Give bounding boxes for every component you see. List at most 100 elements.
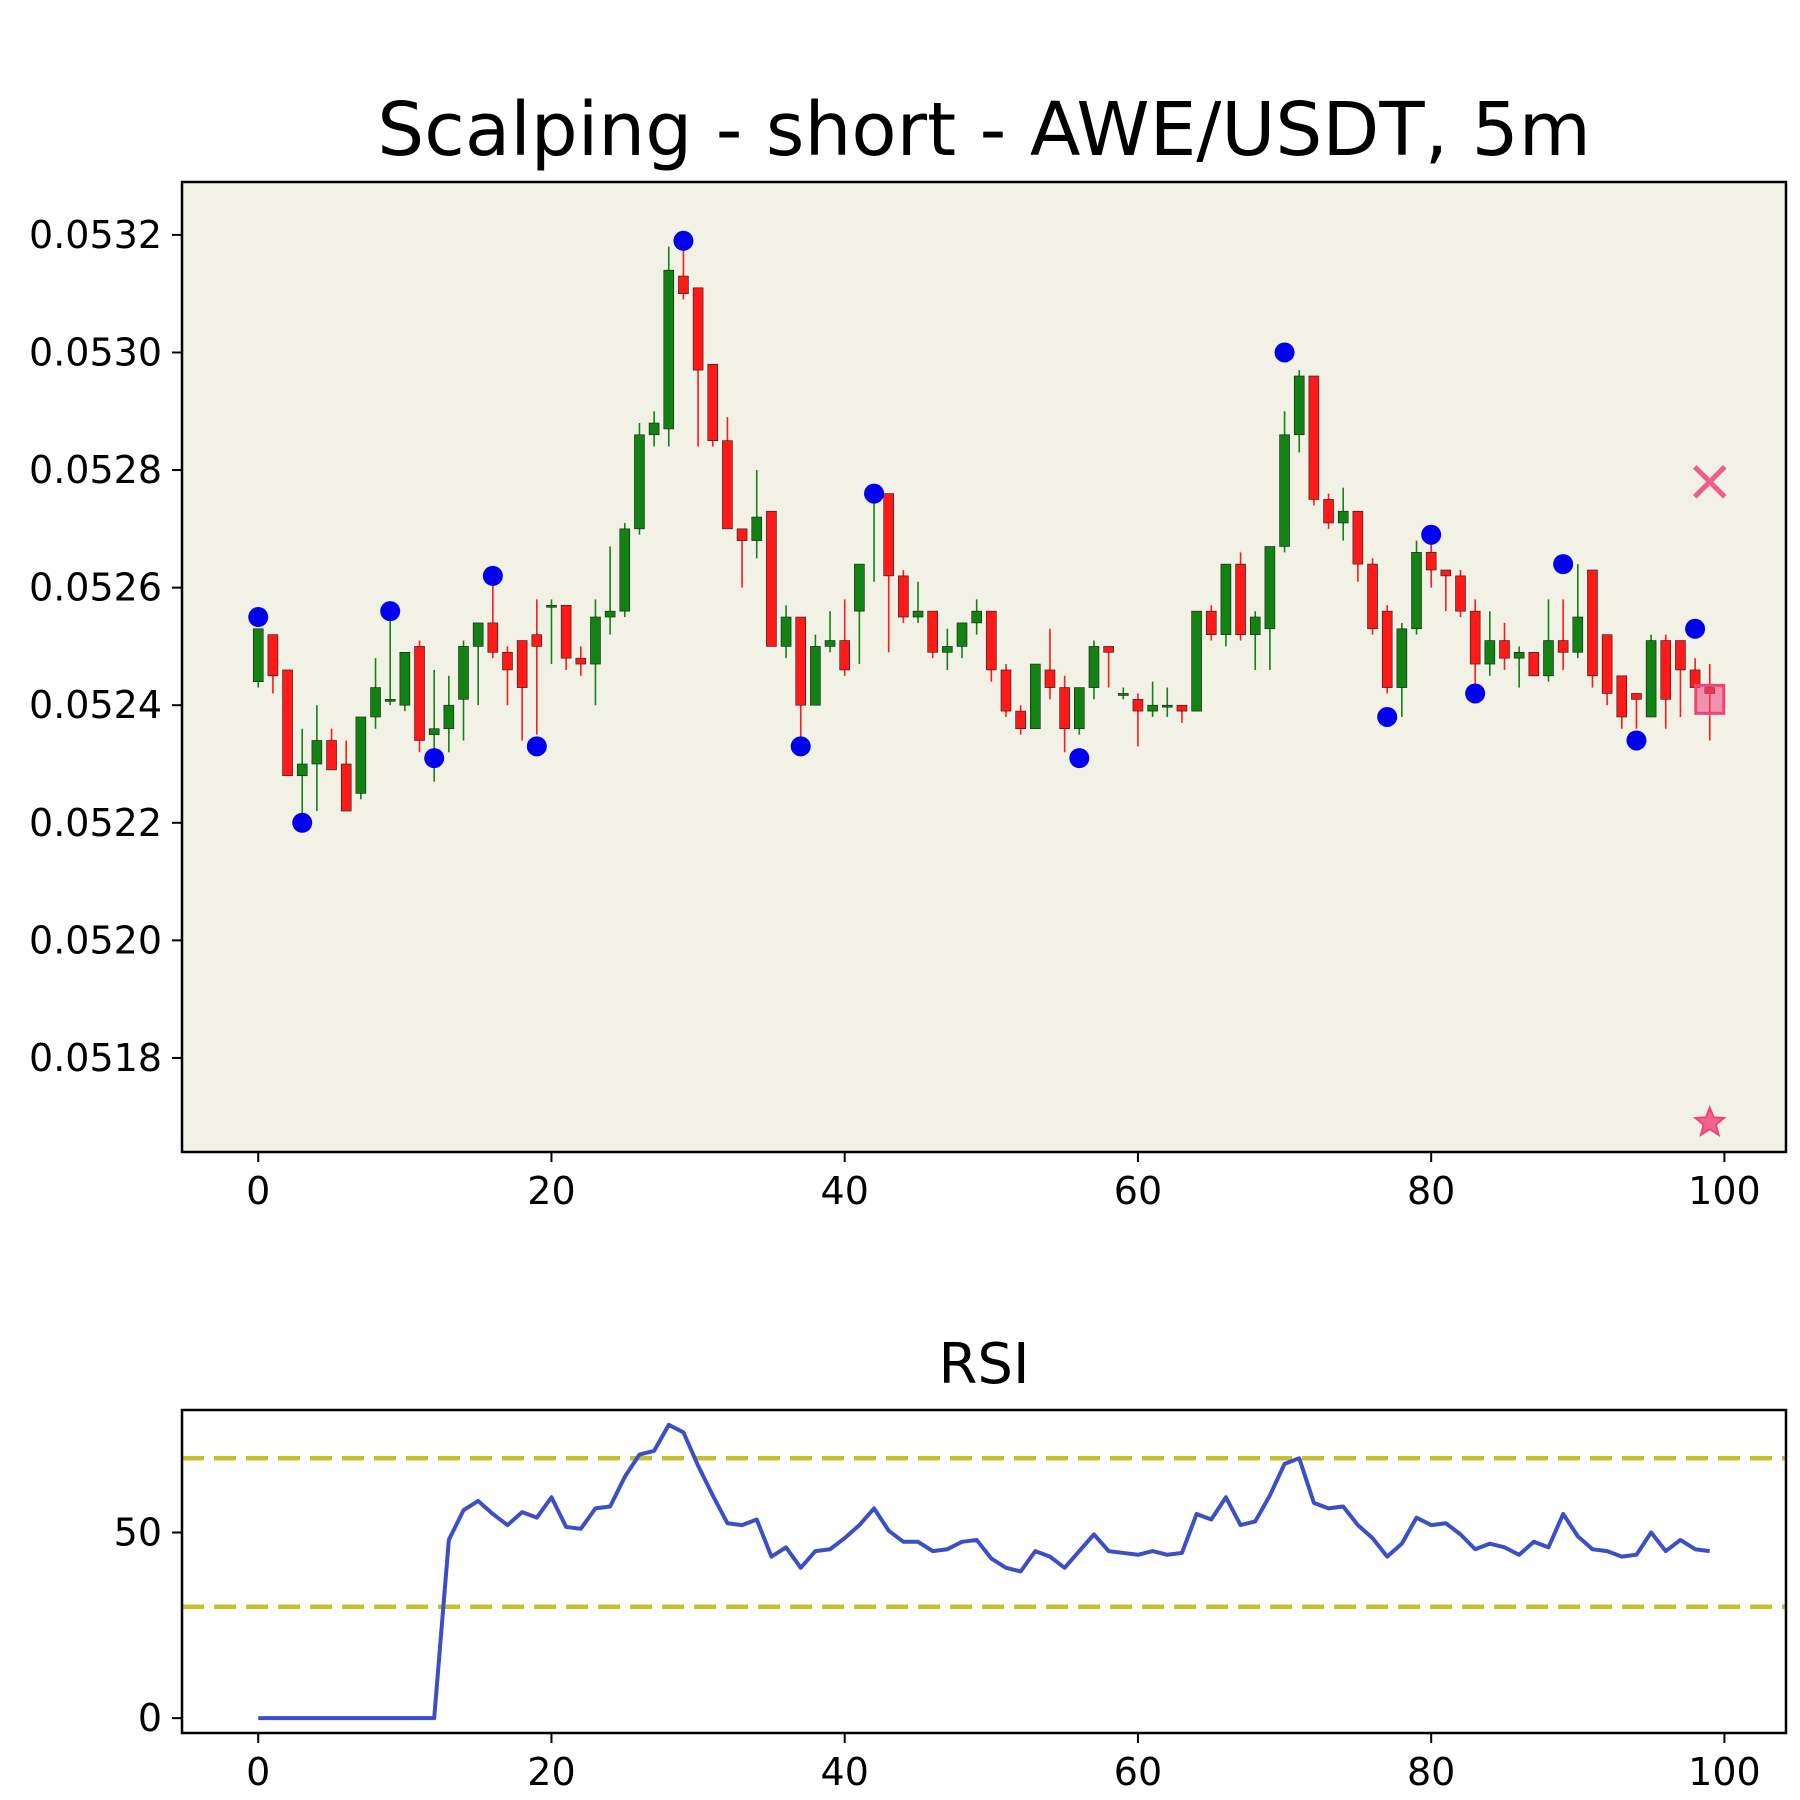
pivot-point: [380, 601, 401, 622]
candle-body: [560, 604, 572, 659]
candle-body: [1455, 575, 1466, 612]
candle-body: [883, 493, 894, 577]
candle-body: [487, 622, 499, 653]
pivot-point: [1685, 618, 1706, 639]
candle-body: [1030, 663, 1041, 730]
candle-body: [971, 610, 982, 624]
pivot-point: [1465, 683, 1486, 704]
candle-body: [326, 740, 337, 771]
candle-body: [516, 640, 528, 688]
candle-body: [1557, 640, 1569, 653]
price-panel: 0 20 40 60 80 100 0.05180.05200.05220.05240.0…: [29, 87, 1788, 1213]
candle-body: [1308, 375, 1320, 500]
candle-body: [619, 528, 631, 612]
y-tick-label: 0.0520: [29, 918, 162, 962]
candle-body: [1235, 563, 1246, 635]
y-tick-label: 0.0518: [29, 1036, 162, 1080]
candle-body: [1176, 704, 1188, 712]
y-tick-label: 0.0522: [29, 801, 162, 845]
pivot-point: [1377, 706, 1398, 727]
y-tick-label: 0.0532: [29, 213, 162, 257]
y-tick-label: 0.0530: [29, 330, 162, 374]
rsi-x-tick-label: 20: [527, 1750, 575, 1794]
pivot-point: [292, 812, 313, 833]
rsi-plot-frame: [180, 1408, 1788, 1735]
candle-body: [1631, 693, 1642, 700]
target-star-marker: [1692, 1104, 1727, 1137]
x-tick-label: 60: [1114, 1169, 1162, 1213]
rsi-x-tick-label: 100: [1688, 1750, 1761, 1794]
candle-body: [590, 616, 601, 665]
candle-body: [1425, 552, 1437, 571]
candles: [252, 234, 1716, 823]
candle-body: [1293, 375, 1305, 436]
candle-body: [531, 634, 543, 647]
candle-body: [942, 646, 953, 653]
candle-body: [370, 687, 381, 718]
candle-body: [384, 699, 396, 702]
rsi-x-axis: 0 20 40 60 80 100: [246, 1733, 1761, 1794]
x-tick-label: 20: [527, 1169, 575, 1213]
price-y-axis: 0.0518 0.0520 0.0522 0.0524 0.0526 0.0528 0.05…: [29, 213, 182, 1080]
x-tick-label: 100: [1688, 1169, 1761, 1213]
candle-body: [1132, 699, 1144, 712]
pivot-point: [248, 607, 269, 628]
candle-body: [1323, 499, 1334, 524]
candle-body: [458, 646, 469, 700]
candle-body: [546, 604, 557, 608]
pivot-point: [1274, 342, 1295, 363]
candle-body: [1015, 710, 1026, 730]
candle-body: [1147, 704, 1158, 712]
y-tick-label: 0.0524: [29, 683, 162, 727]
pivot-point: [424, 748, 445, 769]
pivot-point: [482, 565, 503, 586]
candle-body: [854, 563, 865, 612]
candle-body: [1411, 552, 1422, 630]
rsi-x-tick-label: 60: [1114, 1750, 1162, 1794]
candle-body: [1396, 628, 1408, 688]
candle-body: [1499, 640, 1510, 659]
x-tick-label: 0: [246, 1169, 270, 1213]
pivot-point: [673, 230, 694, 251]
pivot-points: [248, 230, 1706, 833]
candle-body: [1000, 669, 1012, 712]
candle-body: [795, 616, 807, 706]
candle-body: [1587, 569, 1598, 677]
candle-body: [986, 610, 997, 671]
candle-body: [692, 287, 704, 371]
candle-body: [575, 657, 587, 665]
candle-body: [340, 763, 352, 812]
candle-body: [1074, 687, 1085, 730]
candle-body: [1543, 640, 1554, 677]
rsi-y-tick-label: 0: [138, 1696, 162, 1740]
candle-body: [472, 622, 484, 647]
signal-markers: [1692, 465, 1727, 1137]
candle-body: [1645, 640, 1657, 718]
candle-body: [736, 528, 748, 541]
candle-body: [604, 610, 616, 618]
candle-body: [311, 740, 323, 765]
candle-body: [1484, 640, 1496, 665]
candle-body: [1059, 687, 1070, 730]
candle-body: [912, 610, 924, 618]
candle-body: [1440, 569, 1452, 577]
y-tick-label: 0.0528: [29, 448, 162, 492]
pivot-point: [1626, 730, 1647, 751]
candle-body: [1088, 646, 1100, 688]
candle-body: [1601, 634, 1613, 694]
candle-body: [1118, 693, 1129, 696]
rsi-title: RSI: [939, 1332, 1030, 1397]
price-x-axis: 0 20 40 60 80 100: [246, 1152, 1761, 1213]
candle-body: [1528, 652, 1540, 677]
candle-body: [824, 640, 836, 647]
candle-body: [1675, 640, 1686, 671]
candle-body: [428, 728, 440, 735]
pivot-point: [526, 736, 547, 757]
candle-body: [1616, 675, 1628, 718]
rsi-series-line: [258, 1422, 1711, 1721]
pivot-point: [1553, 554, 1574, 575]
candle-body: [282, 669, 293, 777]
candle-body: [839, 640, 850, 671]
pivot-point: [1069, 748, 1090, 769]
rsi-panel: 0 20 40 60 80 100 0 50 RSI: [114, 1332, 1788, 1794]
